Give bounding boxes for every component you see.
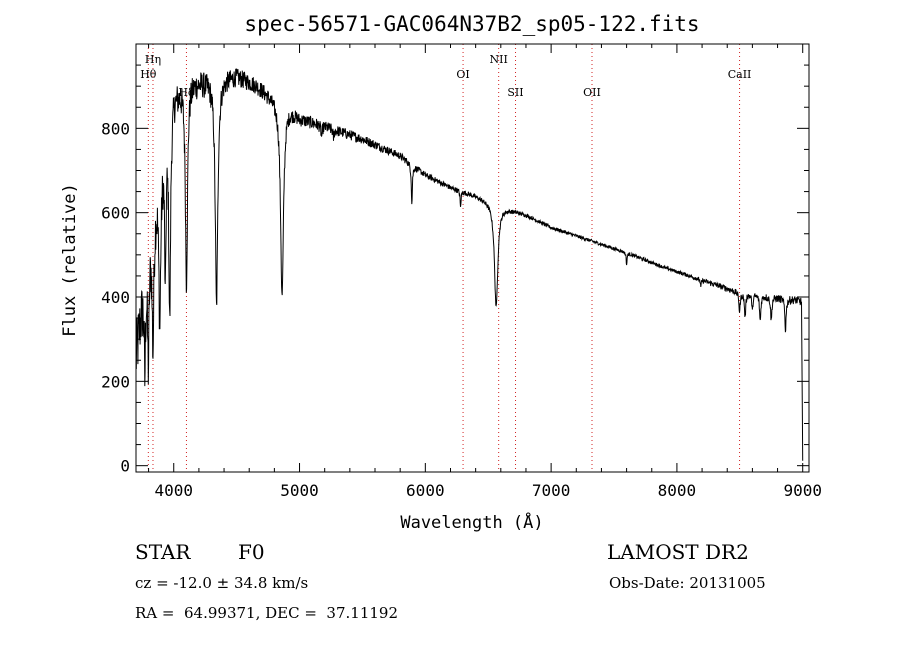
y-tick-label: 400 bbox=[101, 288, 130, 307]
line-labels: Hη Hθ Hδ OI NII SII OII CaII bbox=[140, 53, 751, 99]
x-axis: 4000 5000 6000 7000 8000 9000 bbox=[148, 44, 822, 500]
line-label: SII bbox=[507, 86, 523, 99]
y-tick-label: 600 bbox=[101, 204, 130, 223]
line-label: Hδ bbox=[178, 86, 195, 99]
emission-line-markers bbox=[147, 44, 741, 472]
chart-title: spec-56571-GAC064N37B2_sp05-122.fits bbox=[244, 12, 699, 36]
y-tick-label: 200 bbox=[101, 372, 130, 391]
x-tick-label: 9000 bbox=[783, 481, 822, 500]
line-label: OI bbox=[456, 68, 469, 81]
y-tick-label: 800 bbox=[101, 119, 130, 138]
x-tick-label: 7000 bbox=[532, 481, 571, 500]
y-axis-label: Flux (relative) bbox=[60, 183, 80, 337]
redshift-value: cz = -12.0 ± 34.8 km/s bbox=[135, 574, 309, 592]
line-label: Hη bbox=[145, 53, 161, 66]
line-label: Hθ bbox=[140, 68, 157, 81]
survey-name: LAMOST DR2 bbox=[607, 540, 749, 564]
plot-frame bbox=[135, 43, 810, 473]
spectral-subclass: F0 bbox=[238, 540, 265, 564]
x-tick-label: 8000 bbox=[658, 481, 697, 500]
x-axis-label: Wavelength (Å) bbox=[400, 511, 543, 533]
x-tick-label: 6000 bbox=[406, 481, 445, 500]
line-label: OII bbox=[583, 86, 601, 99]
x-tick-label: 4000 bbox=[154, 481, 193, 500]
object-type: STAR bbox=[135, 540, 191, 564]
x-tick-label: 5000 bbox=[280, 481, 319, 500]
line-label: CaII bbox=[728, 68, 752, 81]
y-tick-label: 0 bbox=[120, 457, 130, 476]
observation-date: Obs-Date: 20131005 bbox=[609, 574, 766, 592]
coordinates: RA = 64.99371, DEC = 37.11192 bbox=[135, 604, 399, 622]
line-label: NII bbox=[490, 53, 508, 66]
spectrum-line bbox=[135, 68, 804, 461]
y-axis: 0 200 400 600 800 bbox=[101, 64, 809, 476]
